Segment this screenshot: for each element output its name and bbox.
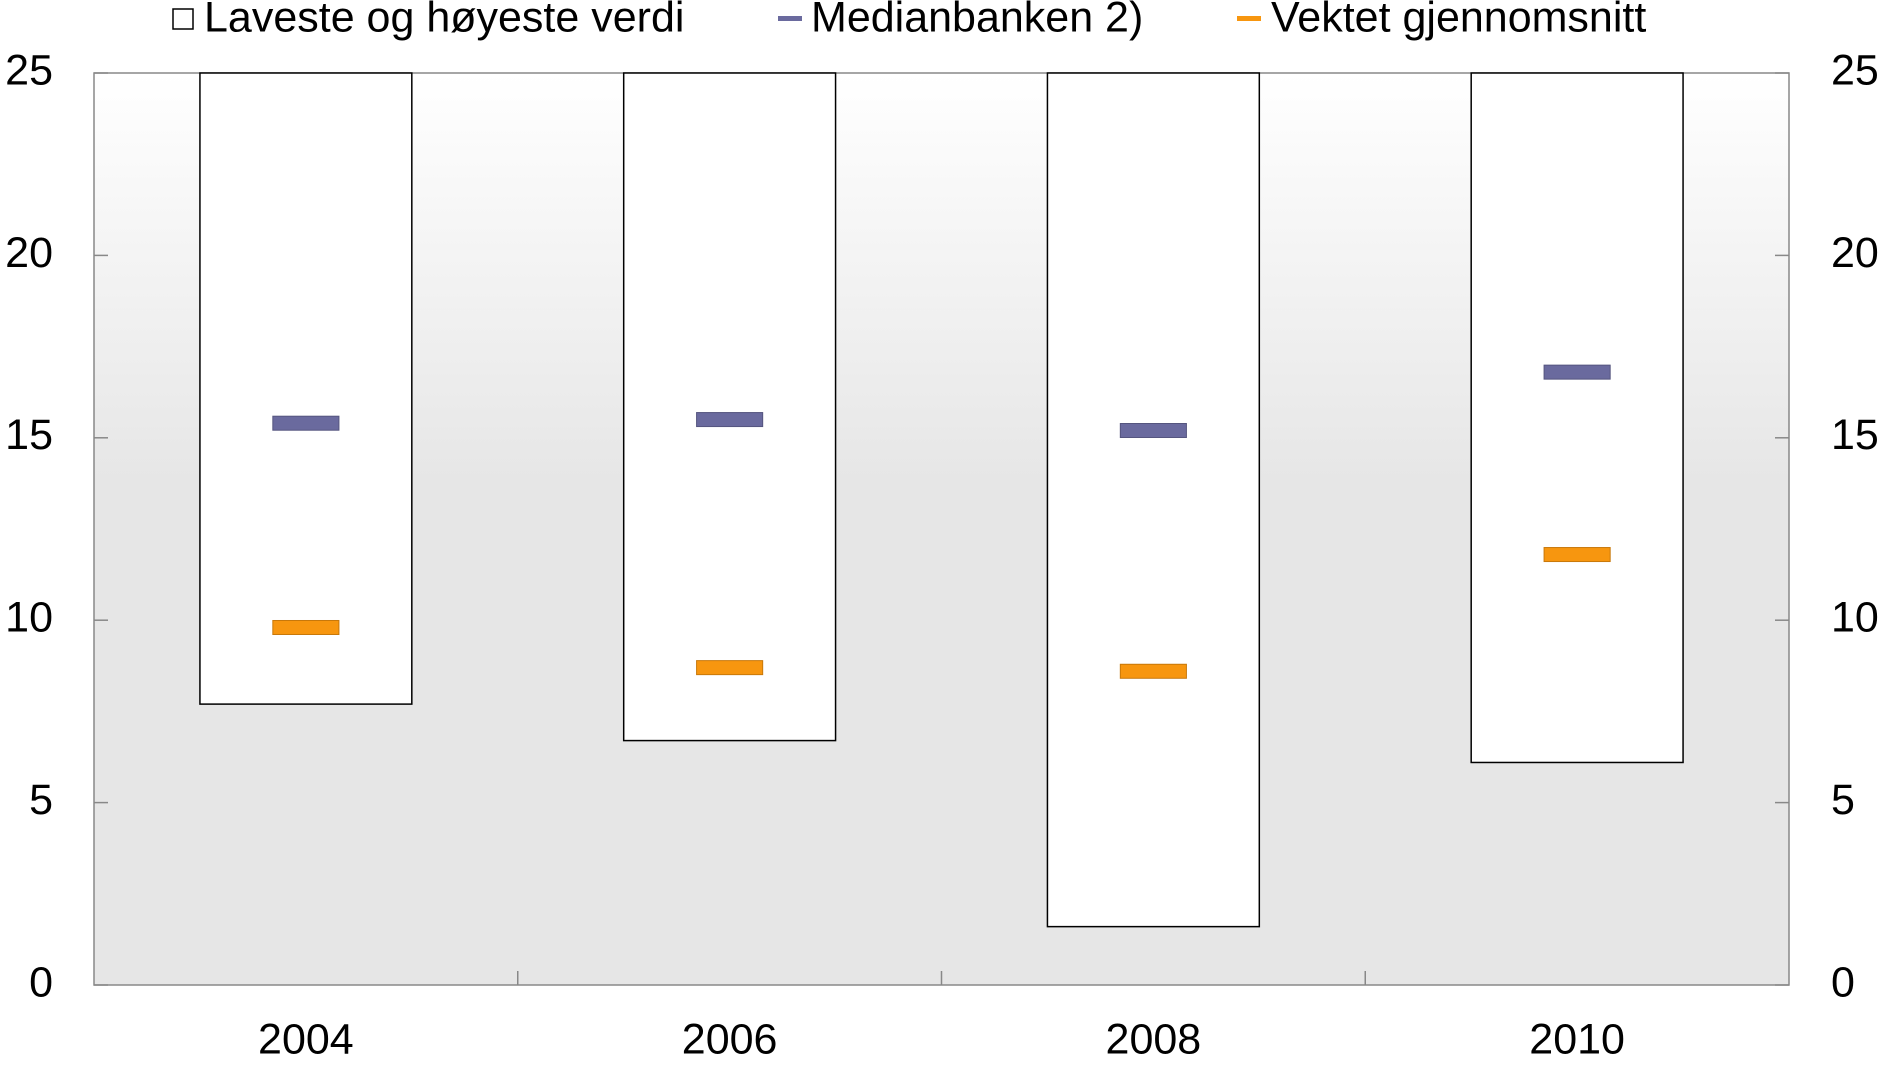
marker xyxy=(1119,663,1187,679)
x-tick-label: 2004 xyxy=(258,1015,354,1063)
y-tick-label: 10 xyxy=(5,594,53,642)
y-tick-label: 15 xyxy=(5,411,53,459)
legend-label: Medianbanken 2) xyxy=(811,0,1143,41)
legend-swatch xyxy=(778,16,802,21)
y-tick-label: 5 xyxy=(29,776,53,824)
marker xyxy=(1119,423,1187,439)
marker xyxy=(696,412,764,428)
marker xyxy=(696,660,764,676)
y2-tick-label: 15 xyxy=(1831,411,1879,459)
marker xyxy=(272,415,340,431)
legend-label: Laveste og høyeste verdi xyxy=(204,0,684,41)
y-tick-label: 20 xyxy=(5,229,53,277)
marker xyxy=(1543,547,1611,563)
range-bar xyxy=(199,72,413,705)
y2-tick-label: 10 xyxy=(1831,594,1879,642)
legend-label: Vektet gjennomsnitt xyxy=(1271,0,1646,41)
range-bar xyxy=(1046,72,1261,928)
legend: Laveste og høyeste verdi Medianbanken 2)… xyxy=(172,0,1646,41)
y-tick-label: 0 xyxy=(29,958,53,1006)
marker xyxy=(272,619,340,635)
y2-tick-label: 5 xyxy=(1831,776,1855,824)
legend-swatch xyxy=(172,8,194,30)
y2-tick-label: 25 xyxy=(1831,46,1879,94)
y-tick-label: 25 xyxy=(5,46,53,94)
marker xyxy=(1543,364,1611,380)
range-bar xyxy=(622,72,837,742)
range-bar xyxy=(1470,72,1684,764)
x-tick-label: 2010 xyxy=(1529,1015,1625,1063)
x-tick-label: 2006 xyxy=(682,1015,778,1063)
x-tick-label: 2008 xyxy=(1106,1015,1202,1063)
legend-swatch xyxy=(1237,16,1261,21)
y2-tick-label: 20 xyxy=(1831,229,1879,277)
y2-tick-label: 0 xyxy=(1831,958,1855,1006)
